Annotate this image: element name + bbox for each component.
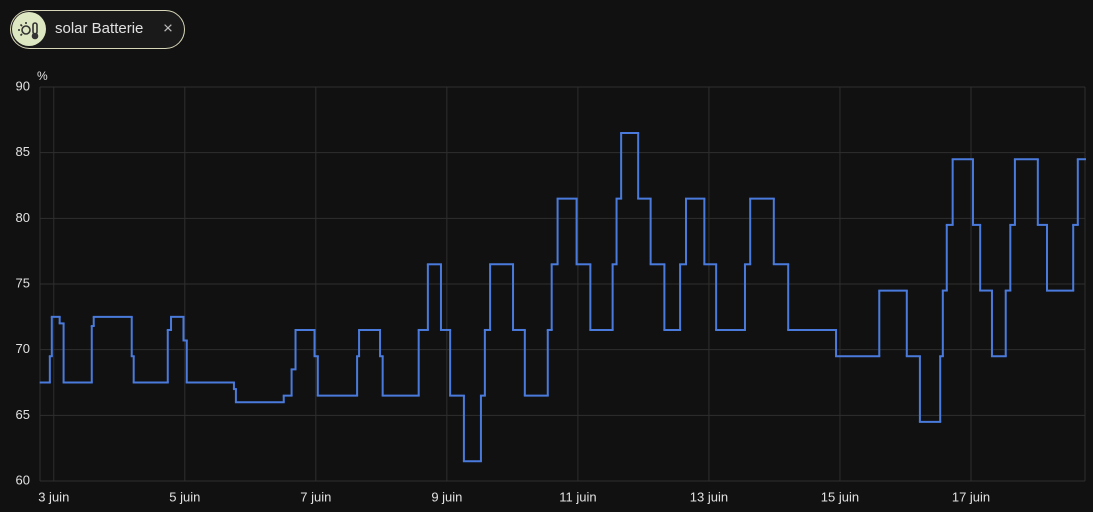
y-tick-label: 80 <box>16 210 30 225</box>
x-tick-label: 17 juin <box>952 489 990 504</box>
y-tick-label: 60 <box>16 472 30 487</box>
chip-outline <box>10 10 185 49</box>
x-tick-label: 13 juin <box>690 489 728 504</box>
y-tick-label: 70 <box>16 341 30 356</box>
chip-icon <box>18 22 39 40</box>
x-tick-label: 3 juin <box>38 489 69 504</box>
x-tick-label: 7 juin <box>300 489 331 504</box>
chip-icon-bg <box>12 12 46 46</box>
y-tick-label: 75 <box>16 275 30 290</box>
x-tick-label: 5 juin <box>169 489 200 504</box>
y-tick-label: 65 <box>16 407 30 422</box>
x-tick-label: 15 juin <box>821 489 859 504</box>
chip-close[interactable]: × <box>163 18 173 37</box>
entity-chip[interactable]: solar Batterie × <box>10 10 185 49</box>
x-tick-label: 9 juin <box>431 489 462 504</box>
y-unit: % <box>37 69 48 83</box>
y-tick-label: 85 <box>16 144 30 159</box>
x-tick-label: 11 juin <box>559 489 596 504</box>
chip-label: solar Batterie <box>55 20 143 37</box>
y-tick-label: 90 <box>16 78 30 93</box>
